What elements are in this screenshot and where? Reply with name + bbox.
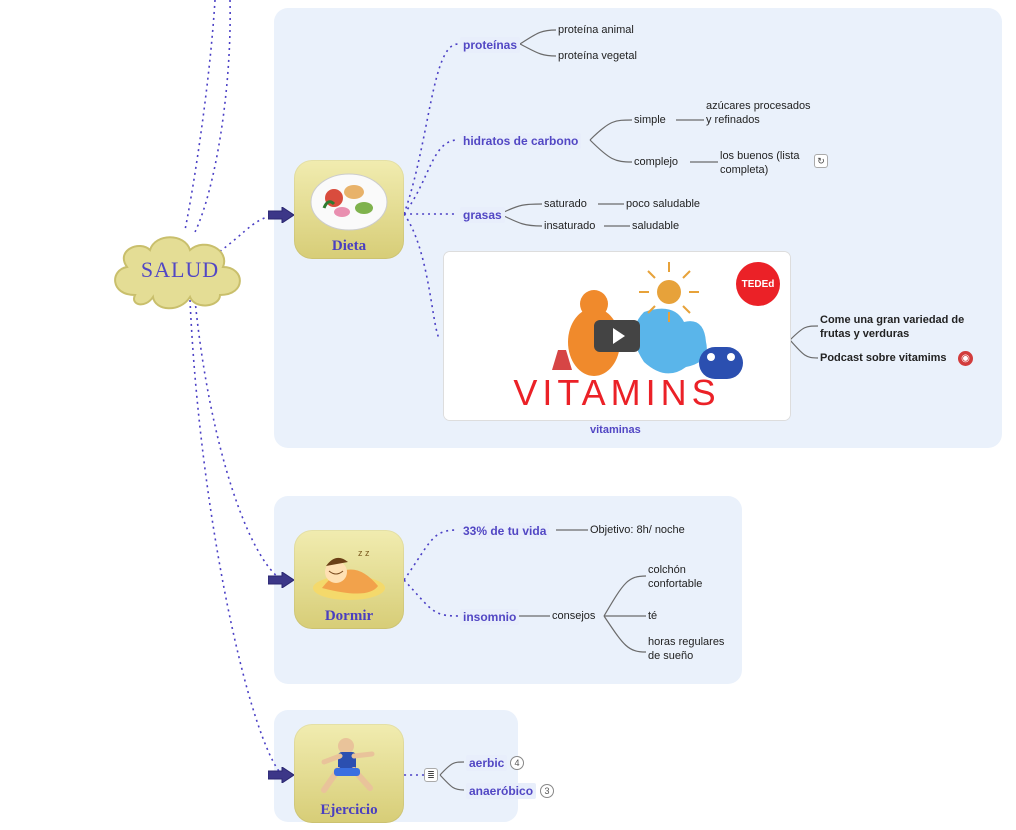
video-vitamins[interactable]: VITAMINS TEDEd [444, 252, 790, 420]
ejercicio-illustration [304, 732, 394, 798]
arrow-icon [268, 572, 294, 588]
leaf: té [648, 610, 657, 622]
leaf: colchón confortable [648, 564, 728, 592]
card-title: Dieta [300, 238, 398, 255]
leaf: proteína animal [558, 24, 634, 36]
sub-insomnio[interactable]: insomnio [460, 609, 519, 625]
node-dormir[interactable]: z z Dormir [294, 530, 404, 629]
mindmap-canvas: .dash { stroke:#4b40c5; stroke-width:1.6… [0, 0, 1016, 830]
arrow-icon [268, 207, 294, 223]
sub-aerobic[interactable]: aerbic [466, 755, 507, 771]
sub-anaerobico[interactable]: anaeróbico [466, 783, 536, 799]
count-badge: 3 [540, 784, 554, 798]
mid: saturado [544, 198, 587, 210]
leaf: proteína vegetal [558, 50, 637, 62]
leaf: los buenos (lista completa) [720, 150, 810, 178]
svg-text:z z: z z [358, 548, 370, 558]
sub-33pct[interactable]: 33% de tu vida [460, 523, 549, 539]
leaf: saludable [632, 220, 679, 232]
root-label: SALUD [141, 257, 219, 283]
refresh-icon[interactable]: ↻ [814, 154, 828, 168]
leaf: Objetivo: 8h/ noche [590, 524, 685, 536]
video-title: VITAMINS [444, 372, 790, 414]
mid: consejos [552, 610, 595, 622]
leaf: azúcares procesados y refinados [706, 100, 816, 128]
leaf: Come una gran variedad de frutas y verdu… [820, 314, 970, 342]
leaf: horas regulares de sueño [648, 636, 728, 664]
sub-grasas[interactable]: grasas [460, 207, 505, 223]
leaf: poco saludable [626, 198, 700, 210]
node-ejercicio[interactable]: Ejercicio [294, 724, 404, 823]
leaf: Podcast sobre vitamims [820, 352, 947, 364]
ted-badge: TEDEd [736, 262, 780, 306]
notes-icon[interactable]: ≣ [424, 768, 438, 782]
video-caption: vitaminas [590, 424, 641, 436]
dormir-illustration: z z [304, 538, 394, 604]
mid: simple [634, 114, 666, 126]
arrow-icon [268, 767, 294, 783]
dieta-illustration [304, 168, 394, 234]
node-dieta[interactable]: Dieta [294, 160, 404, 259]
root-node[interactable]: SALUD [105, 225, 255, 315]
mid: insaturado [544, 220, 595, 232]
mid: complejo [634, 156, 678, 168]
card-title: Dormir [300, 608, 398, 625]
play-icon[interactable] [594, 320, 640, 352]
sub-proteinas[interactable]: proteínas [460, 37, 520, 53]
card-title: Ejercicio [300, 802, 398, 819]
podcast-icon[interactable]: ◉ [958, 351, 973, 366]
count-badge: 4 [510, 756, 524, 770]
sub-hidratos[interactable]: hidratos de carbono [460, 133, 581, 149]
